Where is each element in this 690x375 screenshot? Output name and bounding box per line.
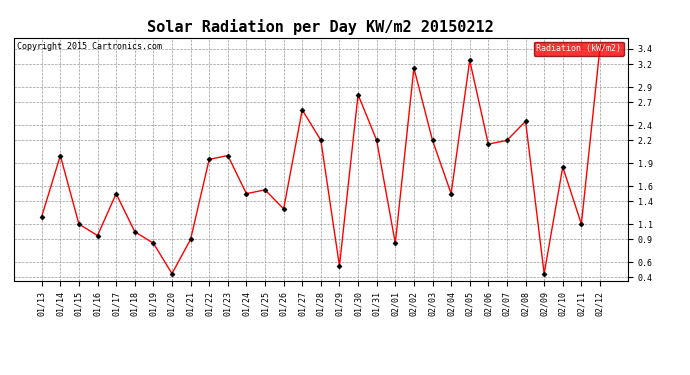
- Legend: Radiation (kW/m2): Radiation (kW/m2): [534, 42, 624, 56]
- Title: Solar Radiation per Day KW/m2 20150212: Solar Radiation per Day KW/m2 20150212: [148, 19, 494, 35]
- Text: Copyright 2015 Cartronics.com: Copyright 2015 Cartronics.com: [17, 42, 162, 51]
